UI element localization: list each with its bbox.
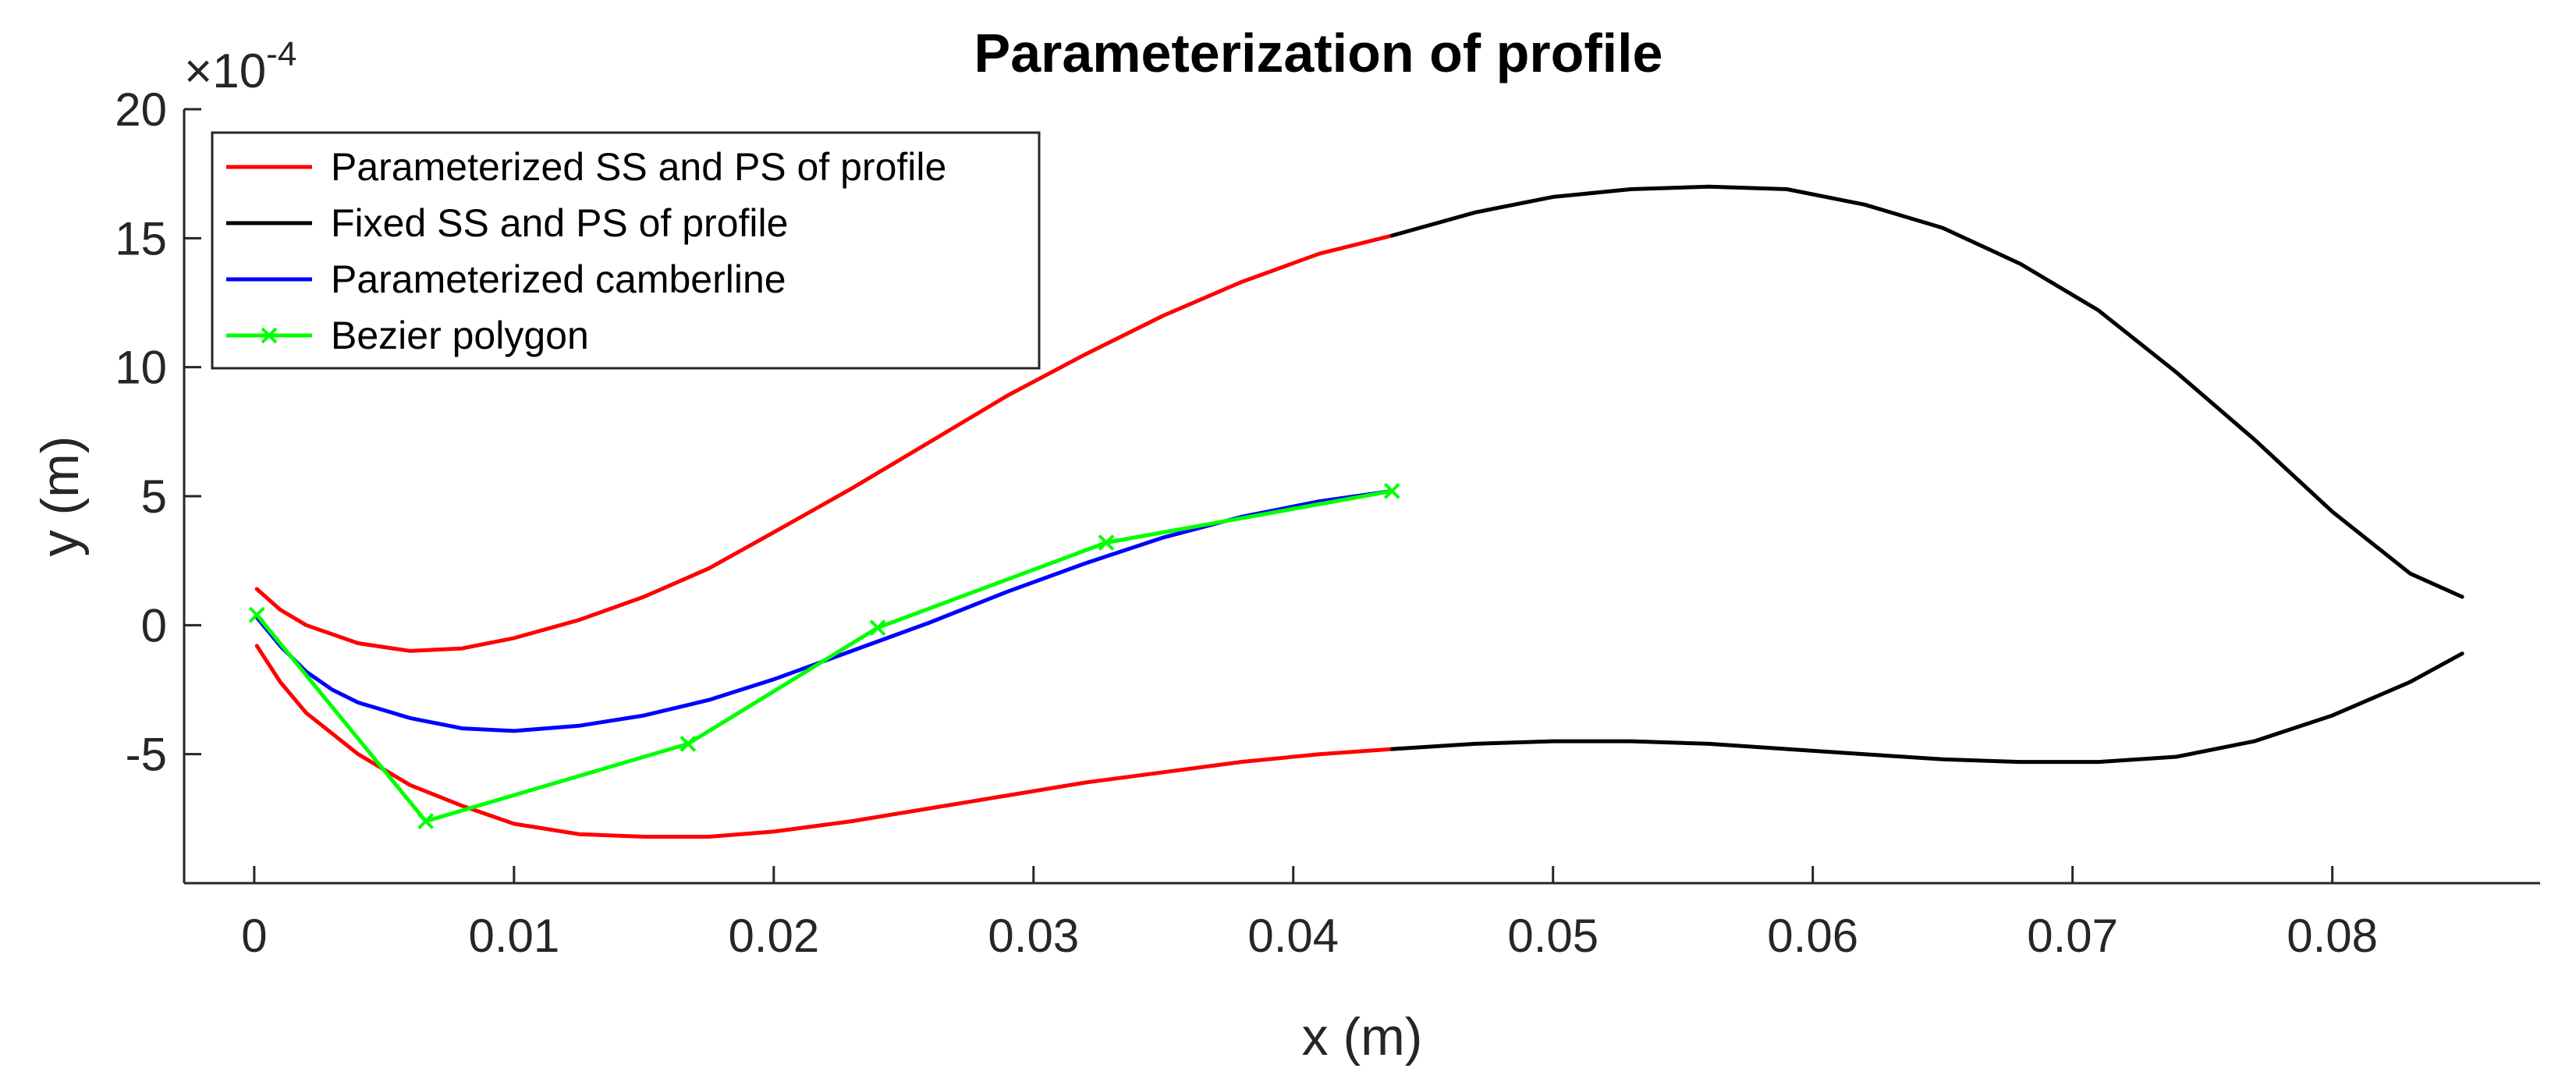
legend-entry-label: Fixed SS and PS of profile: [331, 201, 788, 245]
series-marker: [869, 619, 886, 637]
y-scale-exponent: ×10-4: [184, 35, 296, 98]
y-tick-label: 15: [115, 212, 167, 264]
series-line: [1389, 651, 2464, 765]
y-tick-label: 0: [141, 599, 167, 651]
y-tick-label: 5: [141, 470, 167, 523]
x-tick-label: 0.03: [988, 910, 1079, 962]
tick-group: 0 0.01 0.02 0.03 0.04 0.05 0.06 0.07 0.08 -5 0 5 10 1…: [115, 83, 2378, 962]
x-tick-label: 0.02: [728, 910, 819, 962]
series-marker: [679, 736, 697, 752]
legend-marker-stroke-b: [261, 327, 278, 344]
y-scale-exponent-power: -4: [266, 35, 296, 73]
plot-lines: [248, 184, 2464, 839]
legend-entry-label: Bezier polygon: [331, 314, 589, 357]
series-line: [254, 233, 1394, 653]
series-marker: [1383, 482, 1400, 499]
legend-box: [211, 131, 1041, 370]
series-line: [254, 488, 1394, 824]
x-tick-label: 0.04: [1247, 910, 1339, 962]
series-marker: [417, 813, 435, 830]
legend-entry-label: Parameterized SS and PS of profile: [331, 145, 946, 189]
series-marker-stroke-b: [679, 736, 697, 752]
x-tick-label: 0.01: [468, 910, 559, 962]
series-marker-stroke-b: [1383, 482, 1400, 499]
series-marker-stroke-b: [417, 813, 435, 830]
y-scale-exponent-base: ×10: [184, 44, 266, 98]
series-marker: [248, 606, 265, 623]
x-tick-label: 0.05: [1507, 910, 1598, 962]
x-tick-label: 0.07: [2027, 910, 2118, 962]
series-line: [1389, 184, 2464, 599]
x-tick-label: 0.06: [1767, 910, 1858, 962]
legend-entry-label: Parameterized camberline: [331, 257, 786, 301]
x-tick-label: 0: [241, 910, 267, 962]
y-tick-label: 20: [115, 83, 167, 136]
series-marker-stroke-b: [869, 619, 886, 637]
series-line: [254, 644, 1394, 839]
series-marker-stroke-b: [248, 606, 265, 623]
y-axis-label: y (m): [30, 436, 90, 557]
legend-marker: [261, 327, 278, 344]
series-line: [254, 488, 1394, 733]
chart-title: Parameterization of profile: [974, 23, 1663, 83]
series-marker: [1098, 534, 1115, 551]
series-marker-stroke-b: [1098, 534, 1115, 551]
x-tick-label: 0.08: [2287, 910, 2378, 962]
y-tick-label: 10: [115, 342, 167, 394]
legend: Parameterized SS and PS of profile Fixed …: [211, 131, 1041, 370]
x-axis-label: x (m): [1302, 1007, 1423, 1066]
y-tick-label: -5: [126, 729, 167, 781]
